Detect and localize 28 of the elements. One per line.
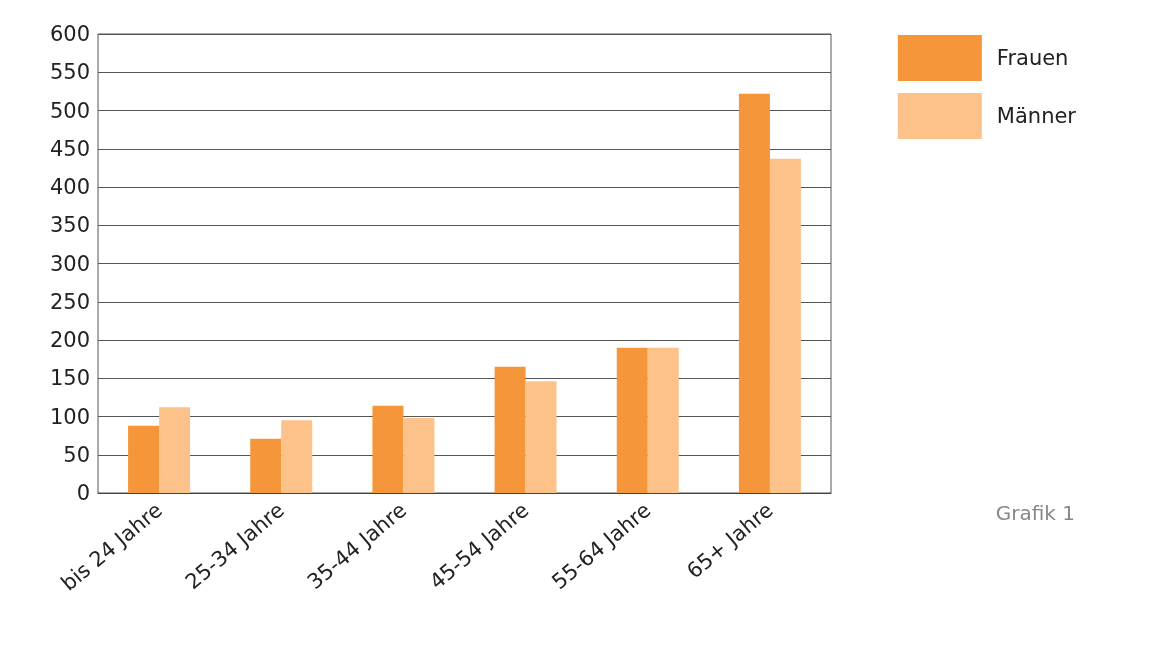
y-tick-label: 350 [49, 213, 90, 238]
y-tick-label: 550 [49, 60, 90, 85]
bar [128, 425, 160, 493]
bar [738, 93, 770, 493]
text: Grafik 1 [995, 501, 1076, 525]
bar [281, 420, 313, 493]
bar [159, 407, 191, 493]
y-tick-label: 200 [49, 328, 90, 352]
y-tick-label: 400 [49, 175, 90, 199]
legend-label: Frauen [996, 46, 1069, 70]
bar [403, 418, 435, 493]
bar [647, 347, 679, 493]
bar [769, 158, 801, 493]
y-tick-label: 450 [49, 136, 90, 161]
legend-label: Männer [996, 104, 1077, 128]
bar [250, 438, 282, 493]
y-tick-label: 500 [49, 98, 90, 123]
y-tick-label: 50 [63, 442, 90, 467]
y-tick-label: 300 [49, 251, 90, 276]
y-tick-label: 150 [49, 366, 90, 391]
y-tick-label: 250 [49, 289, 90, 314]
y-tick-label: 0 [76, 481, 90, 505]
bar [616, 347, 648, 493]
bar [525, 381, 557, 493]
bar [372, 405, 404, 493]
bar [494, 366, 526, 493]
y-tick-label: 100 [49, 404, 90, 429]
y-tick-label: 600 [49, 22, 90, 46]
